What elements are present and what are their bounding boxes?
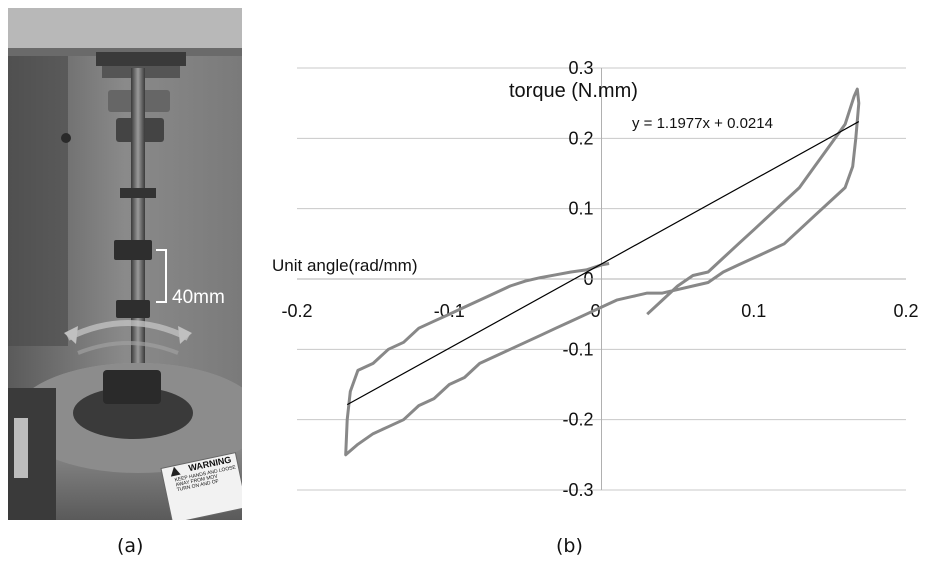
hysteresis-loop-line — [344, 87, 861, 457]
x-tick-label: -0.1 — [434, 301, 465, 321]
caption-a: (a) — [117, 535, 144, 557]
chart-series — [344, 87, 861, 457]
rig-photo-image — [8, 8, 263, 524]
linear-trendline — [346, 121, 860, 406]
y-tick-label: -0.2 — [562, 410, 593, 430]
y-tick-label: 0.1 — [568, 199, 593, 219]
x-axis-label: Unit angle(rad/mm) — [272, 256, 418, 275]
y-tick-label: -0.1 — [562, 339, 593, 359]
torsion-rig-photo: 40mm WARNING KEEP HANDS AND LOOSE AWAY F… — [8, 8, 263, 524]
y-tick-label: 0.2 — [568, 128, 593, 148]
y-tick-label: -0.3 — [562, 480, 593, 500]
x-tick-label: 0.1 — [741, 301, 766, 321]
dimension-label: 40mm — [172, 287, 225, 308]
x-tick-label: -0.2 — [281, 301, 312, 321]
caption-b: (b) — [556, 535, 583, 557]
chart-axes: 0.30.20.10-0.1-0.2-0.3-0.2 -0.1 0 0.1 0.2 — [281, 58, 918, 500]
y-tick-label: 0.3 — [568, 58, 593, 78]
chart-labels: torque (N.mm) Unit angle(rad/mm) y = 1.1… — [272, 80, 773, 275]
trendline-equation: y = 1.1977x + 0.0214 — [632, 115, 773, 132]
y-axis-label: torque (N.mm) — [509, 80, 638, 102]
x-tick-label: 0.2 — [893, 301, 918, 321]
